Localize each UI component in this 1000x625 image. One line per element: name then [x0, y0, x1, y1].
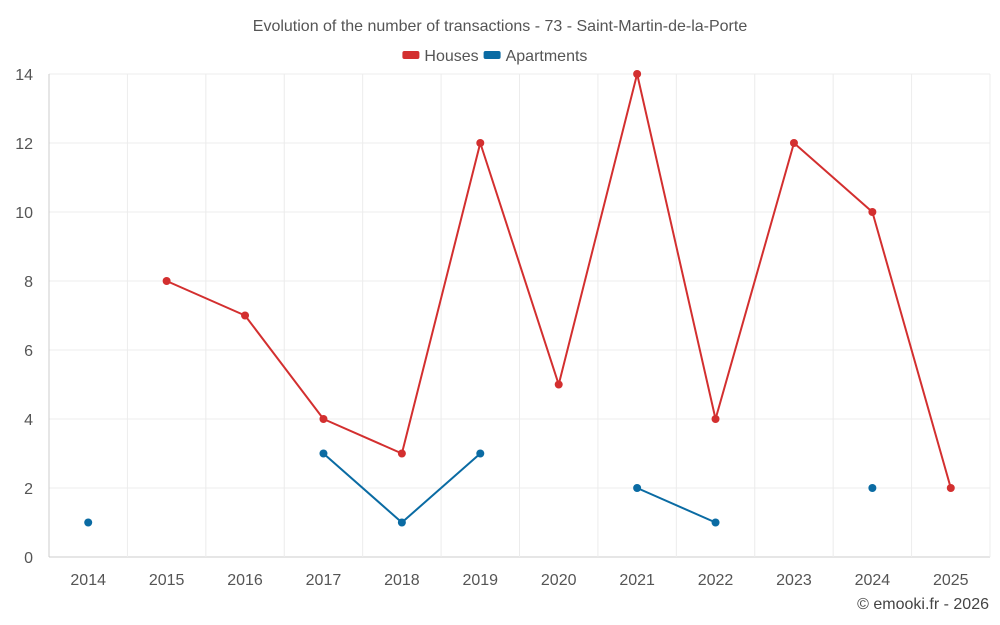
- series-layer: [84, 70, 955, 527]
- apartments-point: [397, 518, 406, 527]
- legend-swatch-houses: [402, 51, 420, 59]
- x-tick-label: 2024: [855, 572, 891, 589]
- legend-item-apartments: Apartments: [483, 48, 588, 65]
- y-tick-label: 0: [24, 550, 33, 567]
- apartments-line-segment: [400, 452, 482, 524]
- legend: Houses Apartments: [402, 48, 587, 65]
- x-tick-label: 2017: [306, 572, 342, 589]
- houses-point: [868, 208, 877, 216]
- x-tick-label: 2021: [619, 572, 655, 589]
- y-tick-label: 10: [15, 205, 33, 222]
- apartments-line-segment: [636, 487, 717, 524]
- x-axis: 2014 2015 2016 2017 2018 2019 2020 2021 2022 2023…: [70, 572, 968, 589]
- y-axis: 0 2 4 6 8 10 12 14: [15, 67, 33, 567]
- x-tick-label: 2016: [227, 572, 263, 589]
- apartments-line-segment: [322, 452, 403, 524]
- y-tick-label: 2: [24, 481, 33, 498]
- houses-line-segment: [636, 73, 717, 420]
- houses-point: [633, 70, 642, 78]
- series-apartments: [84, 449, 877, 527]
- houses-point: [162, 277, 171, 285]
- houses-point: [711, 415, 720, 423]
- houses-line-segment: [557, 73, 639, 386]
- x-tick-label: 2015: [149, 572, 185, 589]
- apartments-point: [319, 449, 328, 458]
- houses-point: [241, 311, 250, 320]
- houses-line-segment: [714, 142, 795, 420]
- legend-swatch-apartments: [483, 51, 501, 59]
- houses-point: [476, 139, 485, 147]
- houses-line-segment: [871, 211, 952, 489]
- y-tick-label: 12: [15, 136, 33, 153]
- houses-point: [946, 484, 955, 492]
- y-tick-label: 14: [15, 67, 33, 84]
- y-tick-label: 8: [24, 274, 33, 291]
- houses-line-segment: [400, 142, 482, 455]
- houses-line-segment: [165, 280, 247, 317]
- legend-label-apartments: Apartments: [506, 48, 588, 65]
- grid: [48, 73, 991, 558]
- houses-point: [789, 139, 798, 147]
- houses-point: [397, 449, 406, 458]
- houses-line-segment: [792, 142, 874, 213]
- houses-line-segment: [244, 314, 325, 420]
- apartments-point: [868, 484, 877, 492]
- houses-point: [319, 415, 328, 423]
- chart-title: Evolution of the number of transactions …: [253, 18, 748, 35]
- x-tick-label: 2020: [541, 572, 577, 589]
- x-tick-label: 2023: [776, 572, 812, 589]
- credit-text: © emooki.fr - 2026: [857, 596, 989, 613]
- apartments-point: [84, 518, 93, 527]
- x-tick-label: 2022: [698, 572, 734, 589]
- legend-label-houses: Houses: [424, 48, 478, 65]
- x-tick-label: 2018: [384, 572, 420, 589]
- houses-line-segment: [479, 142, 560, 386]
- y-tick-label: 4: [24, 412, 33, 429]
- y-tick-label: 6: [24, 343, 33, 360]
- x-tick-label: 2014: [70, 572, 106, 589]
- houses-point: [554, 380, 563, 389]
- apartments-point: [711, 518, 720, 527]
- series-houses: [162, 70, 955, 492]
- legend-item-houses: Houses: [402, 48, 479, 65]
- x-tick-label: 2019: [462, 572, 498, 589]
- houses-line-segment: [322, 418, 403, 455]
- apartments-point: [633, 484, 642, 492]
- apartments-point: [476, 449, 485, 458]
- x-tick-label: 2025: [933, 572, 969, 589]
